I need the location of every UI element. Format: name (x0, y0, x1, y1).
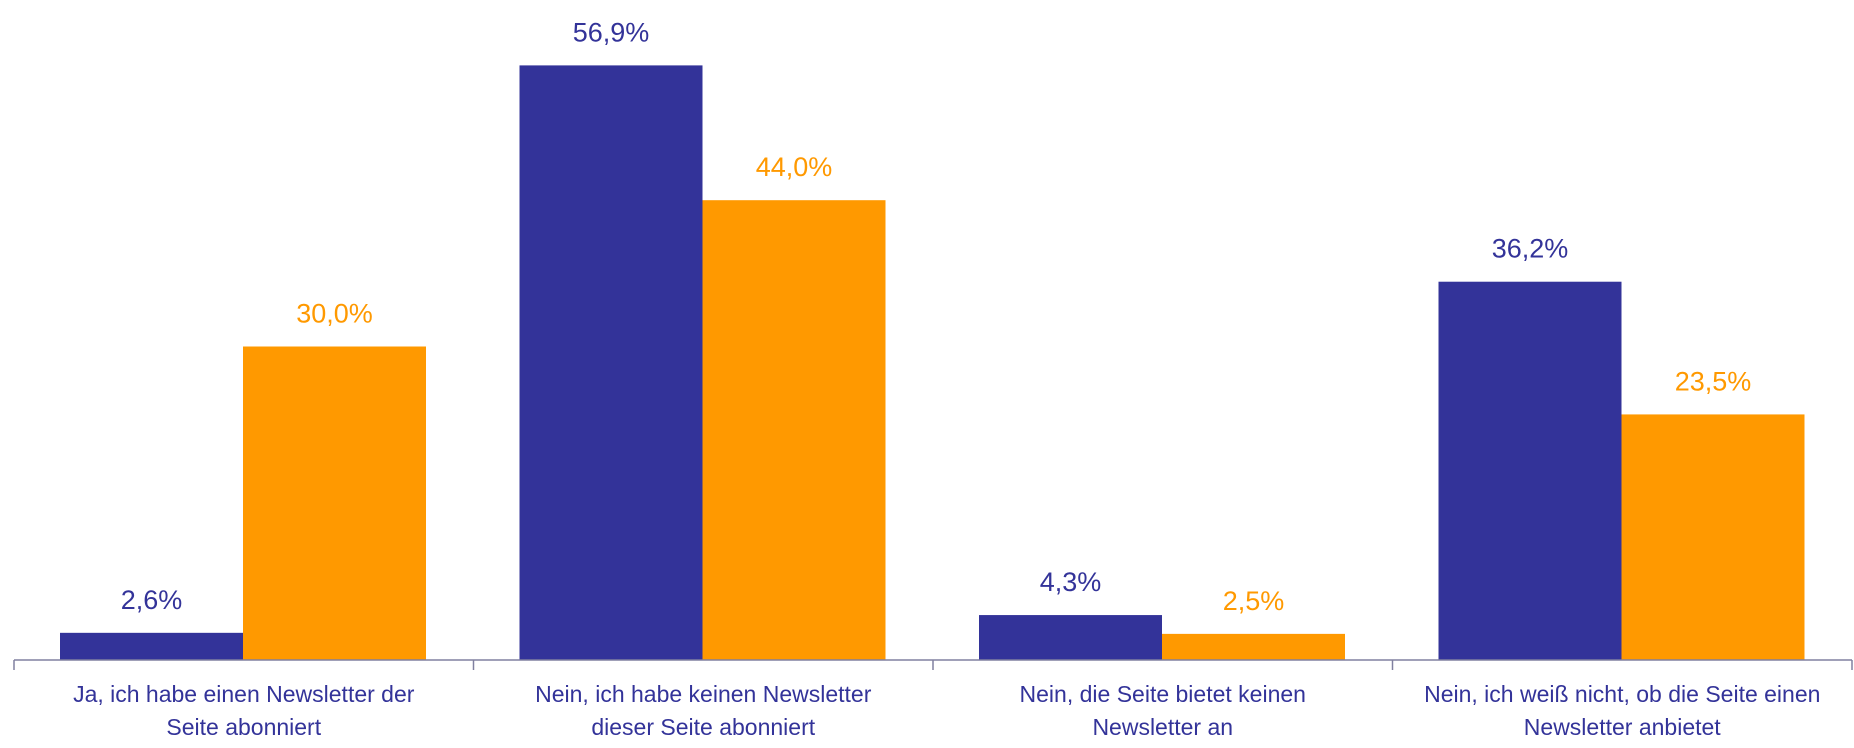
x-tick-label: Nein, ich habe keinen Newsletter dieser … (535, 681, 872, 740)
data-label: 36,2% (1492, 234, 1569, 264)
data-label: 44,0% (756, 152, 833, 182)
bar (1438, 281, 1622, 660)
bar (702, 200, 886, 660)
data-label: 2,5% (1223, 586, 1285, 616)
bar (60, 632, 243, 660)
data-label: 30,0% (296, 299, 373, 329)
data-label: 4,3% (1040, 567, 1102, 597)
data-label: 2,6% (121, 585, 183, 615)
data-label: 23,5% (1675, 366, 1752, 396)
bar (979, 615, 1162, 660)
data-label: 56,9% (573, 17, 650, 47)
bar (243, 346, 426, 660)
x-tick-label: Nein, ich weiß nicht, ob die Seite einen… (1424, 681, 1821, 740)
x-tick-label: Ja, ich habe einen Newsletter der Seite … (73, 681, 415, 740)
bar (519, 65, 703, 660)
bar (1162, 633, 1345, 660)
x-tick-label: Nein, die Seite bietet keinen Newsletter… (1019, 681, 1306, 740)
bar (1621, 414, 1805, 660)
